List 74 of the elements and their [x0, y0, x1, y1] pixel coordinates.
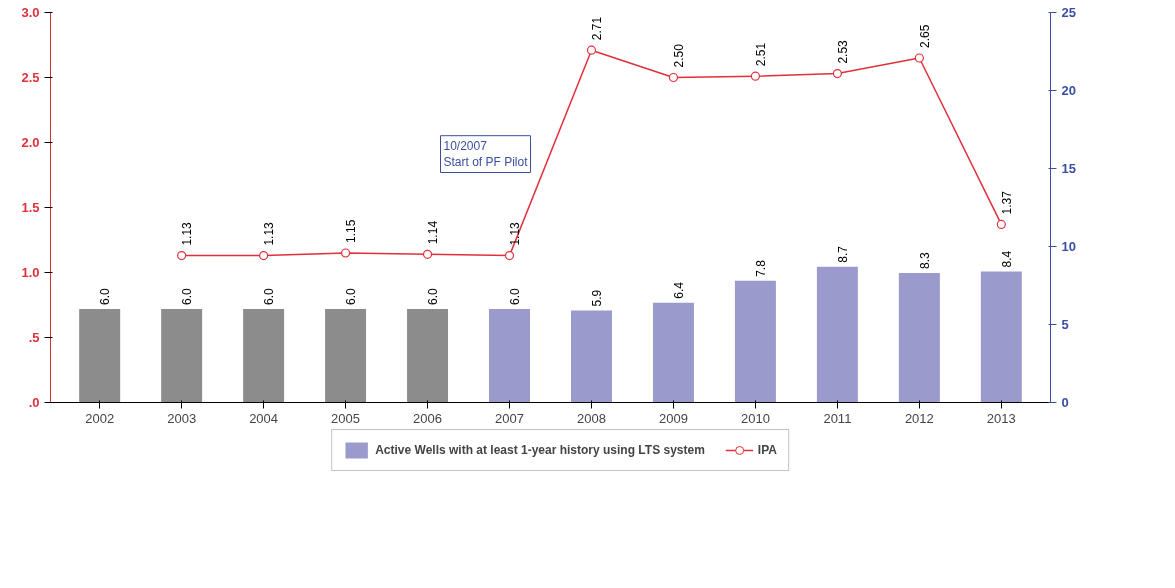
data-label: 5.9 — [589, 289, 604, 307]
data-label: 1.14 — [426, 220, 441, 245]
bar — [816, 266, 858, 403]
y-tick-label: 1.5 — [21, 200, 40, 215]
data-label: 6.0 — [426, 287, 441, 305]
point — [259, 251, 269, 261]
data-label: 8.3 — [917, 252, 932, 270]
y2-tick-label: 25 — [1061, 5, 1076, 20]
point — [832, 69, 842, 79]
data-label: 6.0 — [262, 287, 277, 305]
bar — [898, 273, 940, 403]
bar — [489, 308, 531, 403]
bar — [407, 308, 449, 403]
bar — [734, 280, 776, 403]
point — [996, 219, 1006, 229]
bar — [325, 308, 367, 403]
point — [177, 251, 187, 261]
legend-label: IPA — [757, 443, 778, 457]
data-label: 6.4 — [671, 281, 686, 299]
y-tick-label: 3.0 — [21, 5, 40, 20]
point — [586, 45, 597, 55]
data-label: 2.65 — [917, 24, 932, 48]
x-tick-label: 2010 — [740, 410, 770, 426]
bar — [980, 271, 1022, 403]
y2-tick-label: 20 — [1061, 83, 1076, 98]
x-tick-label: 2011 — [823, 410, 852, 426]
point — [340, 248, 351, 258]
x-tick-label: 2003 — [167, 410, 197, 426]
point — [750, 71, 761, 81]
data-label: 8.7 — [835, 245, 850, 263]
data-label: 6.0 — [344, 287, 359, 305]
point — [422, 249, 433, 259]
y-tick-label: 2.0 — [21, 135, 40, 150]
point — [504, 251, 515, 261]
bar — [570, 310, 612, 403]
y-tick-label: 1.0 — [21, 265, 40, 280]
bar — [243, 308, 285, 403]
data-label: 2.50 — [671, 43, 686, 68]
data-label: 6.0 — [180, 287, 195, 305]
y2-tick-label: 15 — [1061, 161, 1076, 176]
y-tick-label: 2.5 — [21, 70, 40, 85]
data-label: 1.13 — [262, 221, 277, 246]
data-label: 1.37 — [999, 190, 1014, 215]
y2-tick-label: 10 — [1061, 239, 1076, 254]
data-label: 6.0 — [508, 287, 523, 305]
annotation: 10/2007 Start of PF Pilot — [443, 138, 529, 170]
x-tick-label: 2009 — [658, 410, 688, 426]
x-tick-label: 2002 — [85, 410, 115, 426]
data-label: 6.0 — [98, 287, 113, 305]
x-tick-label: 2012 — [904, 410, 934, 426]
bar — [161, 308, 203, 403]
data-label: 1.13 — [180, 221, 195, 246]
x-tick-label: 2004 — [249, 410, 279, 426]
data-label: 2.51 — [753, 42, 768, 67]
x-tick-label: 2008 — [577, 410, 606, 426]
y2-tick-label: 5 — [1061, 317, 1069, 332]
data-label: 2.71 — [589, 16, 604, 41]
y-tick-label: .0 — [28, 395, 40, 410]
data-label: 1.13 — [508, 221, 523, 246]
point — [914, 53, 924, 63]
data-label: 1.15 — [344, 219, 359, 243]
bar — [652, 302, 694, 403]
y-tick-label: .5 — [28, 330, 40, 345]
x-tick-label: 2006 — [413, 410, 443, 426]
y2-tick-label: 0 — [1061, 395, 1069, 410]
x-tick-label: 2013 — [986, 410, 1016, 426]
legend-label: Active Wells with at least 1-year history using LTS system — [375, 443, 705, 457]
data-label: 2.53 — [835, 39, 850, 64]
point — [668, 72, 679, 83]
data-label: 8.4 — [999, 250, 1014, 268]
x-tick-label: 2007 — [495, 410, 524, 426]
x-tick-label: 2005 — [331, 410, 361, 426]
bar — [79, 308, 121, 403]
data-label: 7.8 — [753, 259, 768, 277]
